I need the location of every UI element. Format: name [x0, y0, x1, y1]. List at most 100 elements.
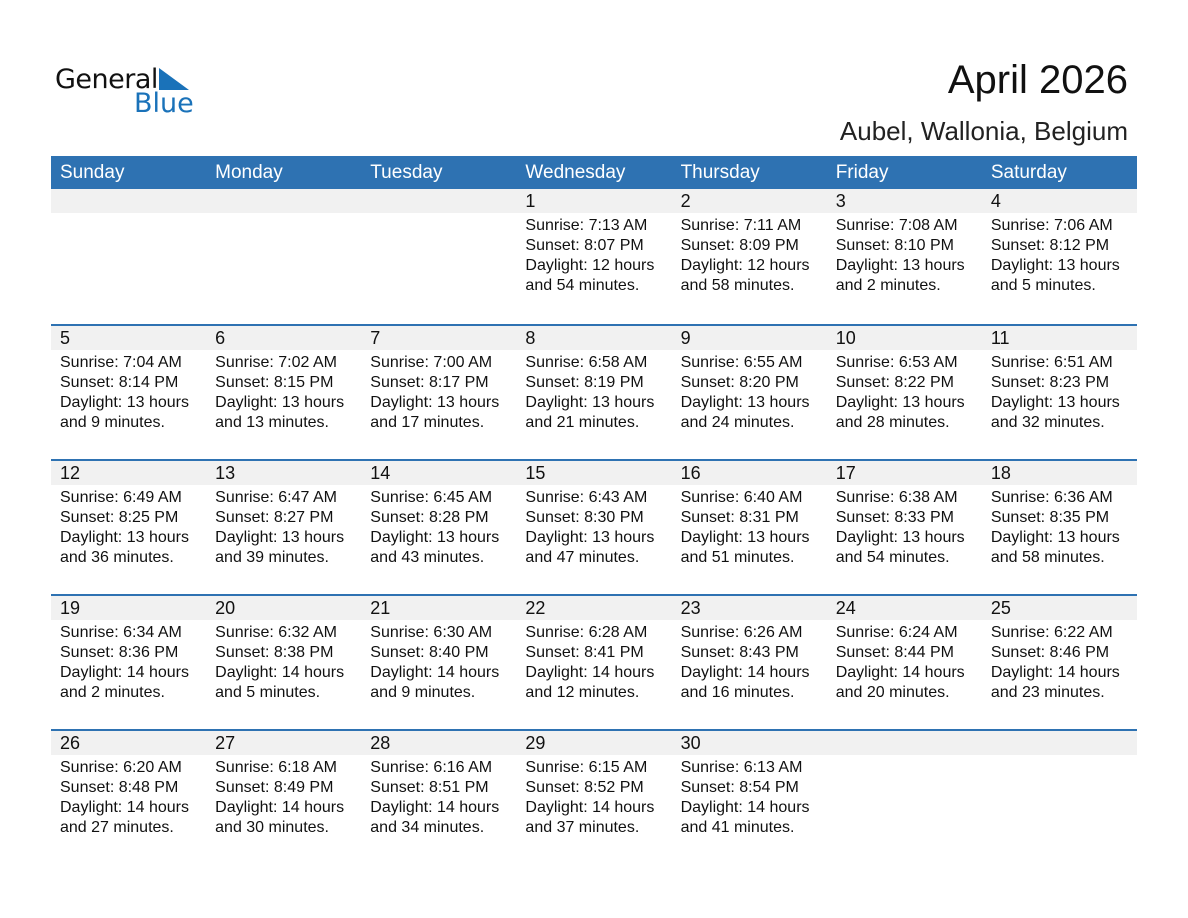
sunset-text: Sunset: 8:17 PM	[370, 374, 489, 391]
sunset-text: Sunset: 8:33 PM	[835, 509, 954, 526]
day-cell: 14 Sunrise: 6:45 AM Sunset: 8:28 PM Dayligh…	[361, 461, 517, 594]
daylight-text: and 21 minutes.	[525, 414, 640, 431]
date-strip	[51, 731, 207, 755]
day-cell: 21 Sunrise: 6:30 AM Sunset: 8:40 PM Dayligh…	[361, 596, 517, 729]
date-strip	[206, 731, 362, 755]
day-cell: 11 Sunrise: 6:51 AM Sunset: 8:23 PM Dayligh…	[981, 326, 1137, 459]
date-strip	[671, 326, 827, 350]
day-cell: 7 Sunrise: 7:00 AM Sunset: 8:17 PM Daylight…	[361, 326, 517, 459]
day-number: 27	[215, 733, 236, 753]
day-info: Sunrise: 7:04 AM Sunset: 8:14 PM Daylight:…	[60, 353, 189, 433]
sunrise-text: Sunrise: 6:38 AM	[835, 489, 958, 506]
day-cell: 2 Sunrise: 7:11 AM Sunset: 8:09 PM Daylight…	[671, 189, 827, 324]
day-number: 23	[680, 598, 701, 618]
date-strip	[981, 731, 1137, 755]
sunset-text: Sunset: 8:22 PM	[835, 374, 954, 391]
sunset-text: Sunset: 8:48 PM	[60, 779, 179, 796]
sunset-text: Sunset: 8:38 PM	[215, 644, 334, 661]
daylight-text: and 2 minutes.	[835, 277, 941, 294]
sunrise-text: Sunrise: 7:13 AM	[525, 217, 648, 234]
date-strip	[361, 731, 517, 755]
daylight-text: Daylight: 14 hours	[835, 664, 965, 681]
day-info: Sunrise: 6:38 AM Sunset: 8:33 PM Daylight:…	[836, 488, 965, 568]
empty-cell	[981, 731, 1137, 864]
daylight-text: and 16 minutes.	[680, 684, 795, 701]
sunrise-text: Sunrise: 6:28 AM	[525, 624, 648, 641]
day-number: 2	[680, 191, 691, 211]
day-cell: 12 Sunrise: 6:49 AM Sunset: 8:25 PM Dayligh…	[51, 461, 207, 594]
day-info: Sunrise: 7:06 AM Sunset: 8:12 PM Daylight:…	[991, 216, 1120, 296]
daylight-text: and 54 minutes.	[835, 549, 950, 566]
day-cell: 19 Sunrise: 6:34 AM Sunset: 8:36 PM Dayligh…	[51, 596, 207, 729]
day-cell: 6 Sunrise: 7:02 AM Sunset: 8:15 PM Daylight…	[206, 326, 362, 459]
day-number: 26	[60, 733, 81, 753]
day-number: 20	[215, 598, 236, 618]
day-info: Sunrise: 6:58 AM Sunset: 8:19 PM Daylight:…	[525, 353, 654, 433]
day-number: 11	[990, 328, 1010, 348]
date-strip	[826, 326, 982, 350]
date-strip	[51, 189, 207, 213]
week-row: 1 Sunrise: 7:13 AM Sunset: 8:07 PM Daylight…	[51, 189, 1137, 324]
daylight-text: Daylight: 13 hours	[215, 394, 345, 411]
daylight-text: Daylight: 13 hours	[990, 394, 1120, 411]
day-number: 8	[525, 328, 536, 348]
sunrise-text: Sunrise: 6:40 AM	[680, 489, 803, 506]
day-cell: 29 Sunrise: 6:15 AM Sunset: 8:52 PM Dayligh…	[516, 731, 672, 864]
day-cell: 13 Sunrise: 6:47 AM Sunset: 8:27 PM Dayligh…	[206, 461, 362, 594]
day-number: 28	[370, 733, 391, 753]
day-number: 13	[215, 463, 236, 483]
daylight-text: Daylight: 14 hours	[60, 664, 189, 681]
sunset-text: Sunset: 8:15 PM	[215, 374, 334, 391]
sunrise-text: Sunrise: 6:49 AM	[60, 489, 182, 506]
day-cell: 20 Sunrise: 6:32 AM Sunset: 8:38 PM Dayligh…	[206, 596, 362, 729]
sunset-text: Sunset: 8:46 PM	[990, 644, 1110, 661]
sunrise-text: Sunrise: 7:11 AM	[680, 217, 802, 234]
sunrise-text: Sunrise: 6:30 AM	[370, 624, 493, 641]
daylight-text: Daylight: 13 hours	[370, 529, 500, 546]
day-number: 29	[525, 733, 546, 753]
day-number: 15	[525, 463, 546, 483]
day-cell: 18 Sunrise: 6:36 AM Sunset: 8:35 PM Dayligh…	[981, 461, 1137, 594]
daylight-text: Daylight: 13 hours	[990, 529, 1120, 546]
date-strip	[51, 326, 207, 350]
daylight-text: and 37 minutes.	[525, 819, 640, 836]
day-info: Sunrise: 6:45 AM Sunset: 8:28 PM Daylight:…	[370, 488, 499, 568]
date-strip	[981, 596, 1137, 620]
day-number: 17	[835, 463, 856, 483]
day-cell: 27 Sunrise: 6:18 AM Sunset: 8:49 PM Dayligh…	[206, 731, 362, 864]
daylight-text: and 20 minutes.	[835, 684, 950, 701]
day-number: 30	[680, 733, 701, 753]
daylight-text: Daylight: 13 hours	[680, 394, 810, 411]
day-info: Sunrise: 6:43 AM Sunset: 8:30 PM Daylight:…	[525, 488, 654, 568]
sunrise-text: Sunrise: 7:04 AM	[60, 354, 182, 371]
sunrise-text: Sunrise: 7:02 AM	[215, 354, 337, 371]
sunset-text: Sunset: 8:19 PM	[525, 374, 644, 391]
day-info: Sunrise: 6:13 AM Sunset: 8:54 PM Daylight:…	[681, 758, 810, 838]
sunset-text: Sunset: 8:07 PM	[525, 237, 644, 254]
date-strip	[51, 596, 207, 620]
sunset-text: Sunset: 8:23 PM	[990, 374, 1110, 391]
day-number: 6	[215, 328, 226, 348]
daylight-text: and 58 minutes.	[990, 549, 1105, 566]
day-info: Sunrise: 6:55 AM Sunset: 8:20 PM Daylight:…	[681, 353, 810, 433]
general-blue-logo: General Blue	[55, 64, 195, 120]
sunrise-text: Sunrise: 6:58 AM	[525, 354, 648, 371]
weekday-wednesday: Wednesday	[525, 162, 626, 183]
day-number: 3	[835, 191, 846, 211]
sunset-text: Sunset: 8:43 PM	[680, 644, 799, 661]
day-info: Sunrise: 7:13 AM Sunset: 8:07 PM Daylight:…	[525, 216, 654, 296]
date-strip	[206, 461, 362, 485]
sunrise-text: Sunrise: 6:15 AM	[525, 759, 648, 776]
date-strip	[826, 731, 982, 755]
sunset-text: Sunset: 8:40 PM	[370, 644, 489, 661]
date-strip	[826, 596, 982, 620]
day-info: Sunrise: 6:40 AM Sunset: 8:31 PM Daylight:…	[681, 488, 810, 568]
date-strip	[361, 189, 517, 213]
day-cell: 10 Sunrise: 6:53 AM Sunset: 8:22 PM Dayligh…	[826, 326, 982, 459]
week-row: 19 Sunrise: 6:34 AM Sunset: 8:36 PM Dayligh…	[51, 594, 1137, 729]
day-cell: 5 Sunrise: 7:04 AM Sunset: 8:14 PM Daylight…	[51, 326, 207, 459]
daylight-text: Daylight: 12 hours	[525, 257, 655, 274]
sunset-text: Sunset: 8:35 PM	[990, 509, 1110, 526]
page-title: April 2026	[947, 58, 1128, 102]
daylight-text: Daylight: 13 hours	[215, 529, 345, 546]
